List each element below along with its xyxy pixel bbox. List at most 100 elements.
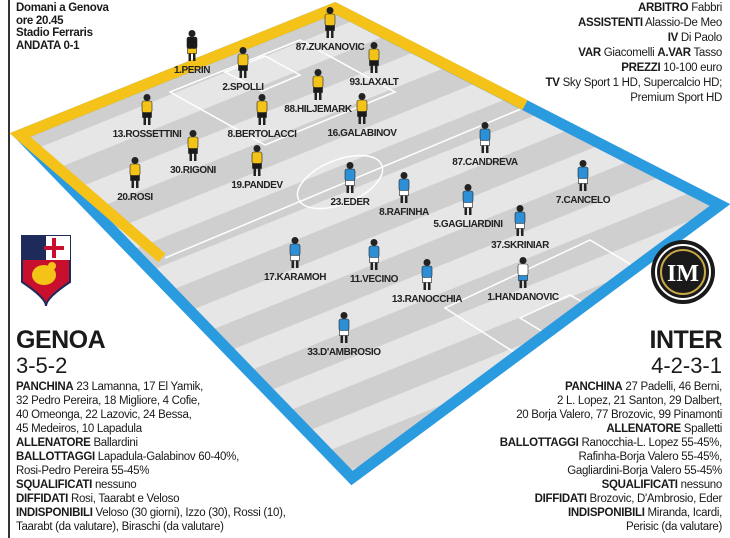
player-name: 93.LAXALT — [350, 77, 399, 88]
info-line: ARBITRO Fabbri — [546, 1, 722, 16]
player-figure — [130, 174, 140, 181]
player: 93.LAXALT — [350, 42, 399, 88]
info-line: SQUALIFICATI nessuno — [16, 478, 286, 492]
player-figure — [325, 24, 335, 31]
player-figure — [519, 257, 527, 264]
info-value: Gagliardini-Borja Valero 55-45% — [567, 465, 722, 477]
player: 16.GALABINOV — [327, 93, 398, 139]
player-figure — [129, 163, 141, 176]
player-figure — [422, 276, 432, 283]
info-line: 20 Borja Valero, 77 Brozovic, 99 Pinamon… — [500, 408, 722, 422]
svg-text:IM: IM — [667, 261, 699, 287]
player-figure — [514, 211, 526, 224]
player-figure — [290, 254, 300, 261]
player-figure — [331, 30, 334, 38]
player-figure — [579, 183, 582, 191]
player-figure — [423, 282, 426, 290]
player-figure — [188, 30, 196, 37]
player-figure — [370, 262, 373, 270]
player-figure — [368, 48, 380, 61]
player-figure — [239, 70, 242, 78]
info-value: Ranocchia-L. Lopez 55-45%, — [581, 437, 722, 449]
pitch-stripe — [248, 191, 720, 392]
player-name: 13.ROSSETTINI — [113, 129, 182, 140]
info-line: Gagliardini-Borja Valero 55-45% — [500, 464, 722, 478]
player-figure — [186, 36, 198, 49]
info-label: SQUALIFICATI — [16, 479, 93, 491]
player-figure — [469, 207, 472, 215]
player-figure — [339, 329, 349, 336]
info-line: ALLENATORE Spalletti — [500, 422, 722, 436]
info-label: INDISPONIBILI — [16, 507, 93, 519]
pitch-stripe — [92, 66, 480, 231]
player-figure — [399, 189, 409, 196]
player-figure — [358, 93, 366, 100]
player-figure — [428, 282, 431, 290]
player-figure — [370, 42, 378, 49]
player-figure — [340, 335, 343, 343]
info-label: IV — [667, 32, 679, 44]
player-figure — [375, 262, 378, 270]
info-label: PREZZI — [621, 62, 661, 74]
player-figure — [244, 70, 247, 78]
pitch-stripe — [131, 97, 541, 271]
player-figure — [258, 168, 261, 176]
player: 30.RIGONI — [170, 130, 217, 176]
info-label: ALLENATORE — [16, 437, 91, 449]
info-line: ASSISTENTI Alassio-De Meo — [546, 16, 722, 31]
player-figure — [481, 145, 484, 153]
player: 37.SKRINIAR — [491, 205, 550, 251]
player-figure — [370, 239, 378, 246]
player-figure — [291, 260, 294, 268]
player-figure — [369, 256, 379, 263]
info-label: BALLOTTAGGI — [499, 437, 579, 449]
player-figure — [258, 117, 261, 125]
info-value: 23 Lamanna, 17 El Yamik, — [76, 381, 203, 393]
player-name: 37.SKRINIAR — [491, 240, 550, 251]
player: 8.BERTOLACCI — [228, 94, 297, 140]
player-figure — [515, 222, 525, 229]
info-value: Lapadula-Galabinov 60-40%, — [97, 451, 239, 463]
player: 7.CANCELO — [556, 160, 611, 206]
player-figure — [405, 195, 408, 203]
player-figure — [519, 280, 522, 288]
player-figure — [263, 117, 266, 125]
info-label: INDISPONIBILI — [568, 507, 645, 519]
player: 20.ROSI — [117, 157, 154, 203]
player-figure — [421, 265, 433, 278]
info-label: TV — [545, 77, 560, 89]
info-value: nessuno — [680, 479, 723, 491]
player-figure — [518, 274, 528, 281]
player-name: 5.GAGLIARDINI — [433, 219, 503, 230]
player-figure — [194, 153, 197, 161]
player-figure — [400, 195, 403, 203]
player-name: 8.RAFINHA — [379, 207, 429, 218]
info-line: BALLOTTAGGI Ranocchia-L. Lopez 55-45%, — [499, 436, 723, 450]
player-figure — [351, 185, 354, 193]
player-figure — [148, 117, 151, 125]
player-figure — [398, 178, 410, 191]
player-figure — [314, 69, 322, 76]
match-info-line: Stadio Ferraris — [16, 27, 93, 39]
player-name: 23.EDER — [331, 197, 371, 208]
player: 17.KARAMOH — [264, 237, 327, 283]
player-figure — [369, 59, 379, 66]
player-figure — [480, 139, 490, 146]
player-figure — [256, 100, 268, 113]
genoa-team-name: GENOA — [16, 326, 106, 354]
player: 33.D'AMBROSIO — [307, 312, 382, 358]
player-figure — [584, 183, 587, 191]
officials-info: ARBITRO Fabbri ASSISTENTI Alassio-De Meo I… — [545, 1, 723, 106]
player-name: 33.D'AMBROSIO — [307, 347, 381, 358]
info-value: Rosi, Taarabt e Veloso — [70, 493, 180, 505]
player-figure — [524, 280, 527, 288]
inter-team-name: INTER — [649, 326, 723, 354]
player-figure — [187, 47, 197, 54]
player-figure — [143, 94, 151, 101]
info-line: Taarabt (da valutare), Biraschi (da valu… — [16, 520, 286, 534]
player-figure — [258, 94, 266, 101]
info-value: Taarabt (da valutare), Biraschi (da valu… — [16, 521, 224, 533]
info-line: Premium Sport HD — [546, 91, 722, 106]
info-line: PREZZI 10-100 euro — [546, 61, 722, 76]
